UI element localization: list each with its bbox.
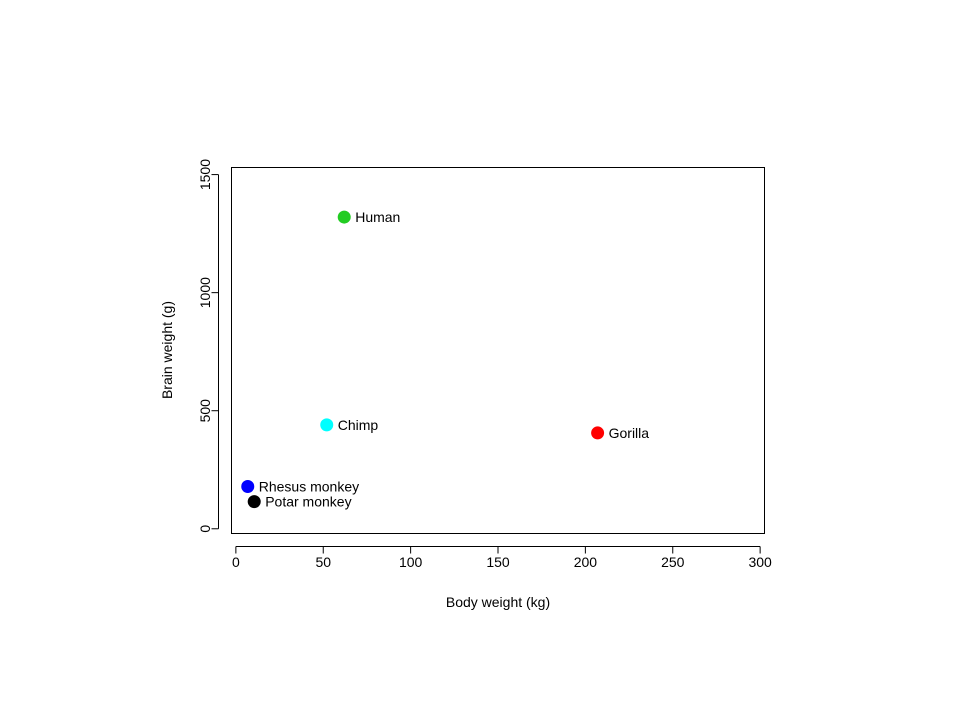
y-tick-label: 1500 bbox=[197, 159, 213, 190]
data-point bbox=[241, 480, 255, 494]
x-tick-label: 0 bbox=[232, 554, 240, 570]
y-tick-label: 0 bbox=[197, 525, 213, 533]
x-axis: 0 50 100 150 200 250 300 bbox=[232, 546, 772, 570]
x-tick-label: 100 bbox=[399, 554, 423, 570]
point-label: Potar monkey bbox=[265, 494, 351, 510]
x-tick-label: 150 bbox=[486, 554, 510, 570]
point-label: Rhesus monkey bbox=[259, 479, 359, 495]
x-tick-label: 50 bbox=[315, 554, 331, 570]
y-tick-label: 1000 bbox=[197, 277, 213, 308]
point-label: Gorilla bbox=[609, 425, 650, 441]
data-point bbox=[320, 418, 334, 432]
data-point bbox=[337, 210, 351, 224]
data-point bbox=[591, 426, 605, 440]
x-tick-label: 200 bbox=[574, 554, 598, 570]
x-tick-label: 300 bbox=[748, 554, 772, 570]
plot-frame bbox=[231, 167, 765, 534]
y-axis: 0 500 1000 1500 bbox=[197, 159, 219, 533]
x-tick-label: 250 bbox=[661, 554, 685, 570]
data-point bbox=[247, 495, 261, 509]
y-tick-label: 500 bbox=[197, 399, 213, 423]
y-axis-title: Brain weight (g) bbox=[159, 301, 175, 399]
point-label: Human bbox=[355, 209, 400, 225]
point-label: Chimp bbox=[338, 417, 379, 433]
x-axis-title: Body weight (kg) bbox=[446, 594, 550, 610]
